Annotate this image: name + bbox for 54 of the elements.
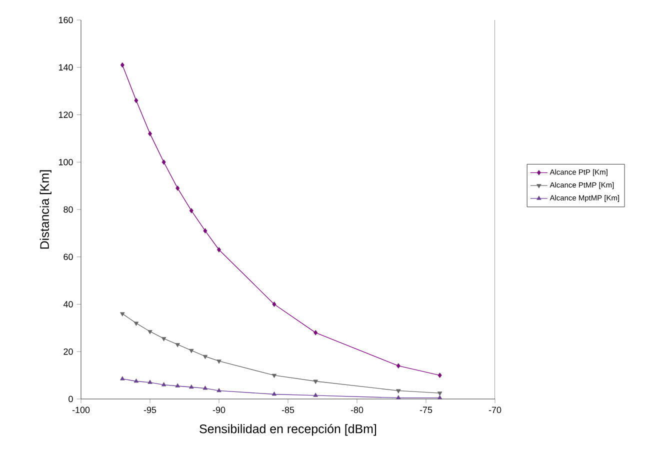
y-tick-label: 80: [64, 206, 73, 213]
point: [175, 343, 180, 348]
point: [437, 395, 442, 400]
x-tick-label: -75: [420, 406, 432, 414]
point: [134, 322, 139, 326]
y-tick-label: 120: [58, 112, 73, 118]
y-tick-label: 20: [64, 348, 73, 355]
point: [162, 159, 166, 165]
point: [148, 380, 152, 384]
point: [314, 330, 318, 336]
point: [161, 382, 166, 386]
x-tick-label: -85: [282, 406, 294, 414]
point: [313, 380, 318, 384]
point: [216, 388, 222, 392]
point: [272, 374, 277, 378]
point: [437, 392, 442, 396]
point: [148, 130, 152, 136]
y-tick-label: 0: [68, 396, 73, 402]
point: [148, 330, 152, 334]
y-tick-label: 40: [63, 301, 73, 308]
point: [161, 337, 166, 342]
point: [396, 389, 401, 394]
x-axis-title: Sensibilidad en recepción [dBm]: [200, 424, 376, 436]
point: [189, 208, 194, 214]
point: [313, 392, 318, 397]
point: [134, 98, 138, 104]
x-tick-label: -70: [488, 406, 502, 414]
point: [120, 62, 124, 68]
point: [272, 302, 276, 307]
point: [134, 378, 139, 383]
y-tick-label: 140: [58, 64, 73, 71]
point: [175, 383, 180, 388]
point: [396, 363, 400, 369]
point: [189, 384, 194, 389]
point: [120, 312, 125, 316]
point: [203, 228, 208, 234]
x-tick-label: -100: [72, 406, 90, 414]
x-tick-label: -90: [212, 406, 226, 414]
y-axis-title: Distancia [Km]: [40, 170, 52, 249]
x-tick-label: -80: [350, 406, 364, 414]
y-tick-label: 100: [58, 158, 73, 166]
point: [438, 372, 442, 378]
point: [202, 386, 208, 390]
point: [189, 348, 194, 354]
y-tick-label: 160: [58, 16, 73, 24]
point: [120, 376, 125, 380]
point: [272, 392, 277, 396]
point: [176, 185, 180, 191]
point: [216, 360, 222, 364]
point: [202, 354, 208, 360]
y-tick-label: 60: [64, 254, 73, 260]
point: [396, 395, 401, 400]
x-tick-label: -95: [144, 406, 156, 414]
point: [216, 247, 222, 253]
